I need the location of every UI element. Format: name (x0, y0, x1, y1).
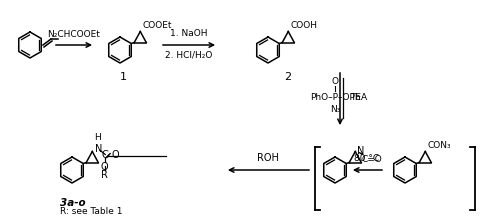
Text: 3a-o: 3a-o (60, 198, 86, 208)
Text: COOH: COOH (290, 21, 318, 30)
Text: H: H (94, 134, 100, 143)
Text: COOEt: COOEt (142, 21, 172, 30)
Text: N₂CHCOOEt: N₂CHCOOEt (48, 30, 100, 39)
Text: 80 °C: 80 °C (354, 154, 380, 163)
Text: C: C (102, 150, 108, 161)
Text: N: N (358, 147, 364, 157)
Text: C=O: C=O (362, 154, 382, 164)
Text: O: O (332, 78, 338, 87)
Text: CON₃: CON₃ (428, 141, 451, 150)
Text: 1: 1 (120, 72, 126, 82)
Text: TEA: TEA (350, 92, 367, 101)
Text: R: see Table 1: R: see Table 1 (60, 207, 122, 216)
Text: 2: 2 (284, 72, 292, 82)
Text: N₃: N₃ (330, 106, 340, 115)
Text: O: O (112, 150, 119, 159)
Text: ROH: ROH (257, 153, 279, 163)
Text: 2. HCl/H₂O: 2. HCl/H₂O (166, 50, 212, 59)
Text: N: N (96, 145, 102, 154)
Text: O: O (100, 162, 108, 173)
Text: PhO–P–OPh: PhO–P–OPh (310, 92, 360, 101)
Text: R: R (101, 170, 107, 180)
Text: 1. NaOH: 1. NaOH (170, 29, 208, 38)
